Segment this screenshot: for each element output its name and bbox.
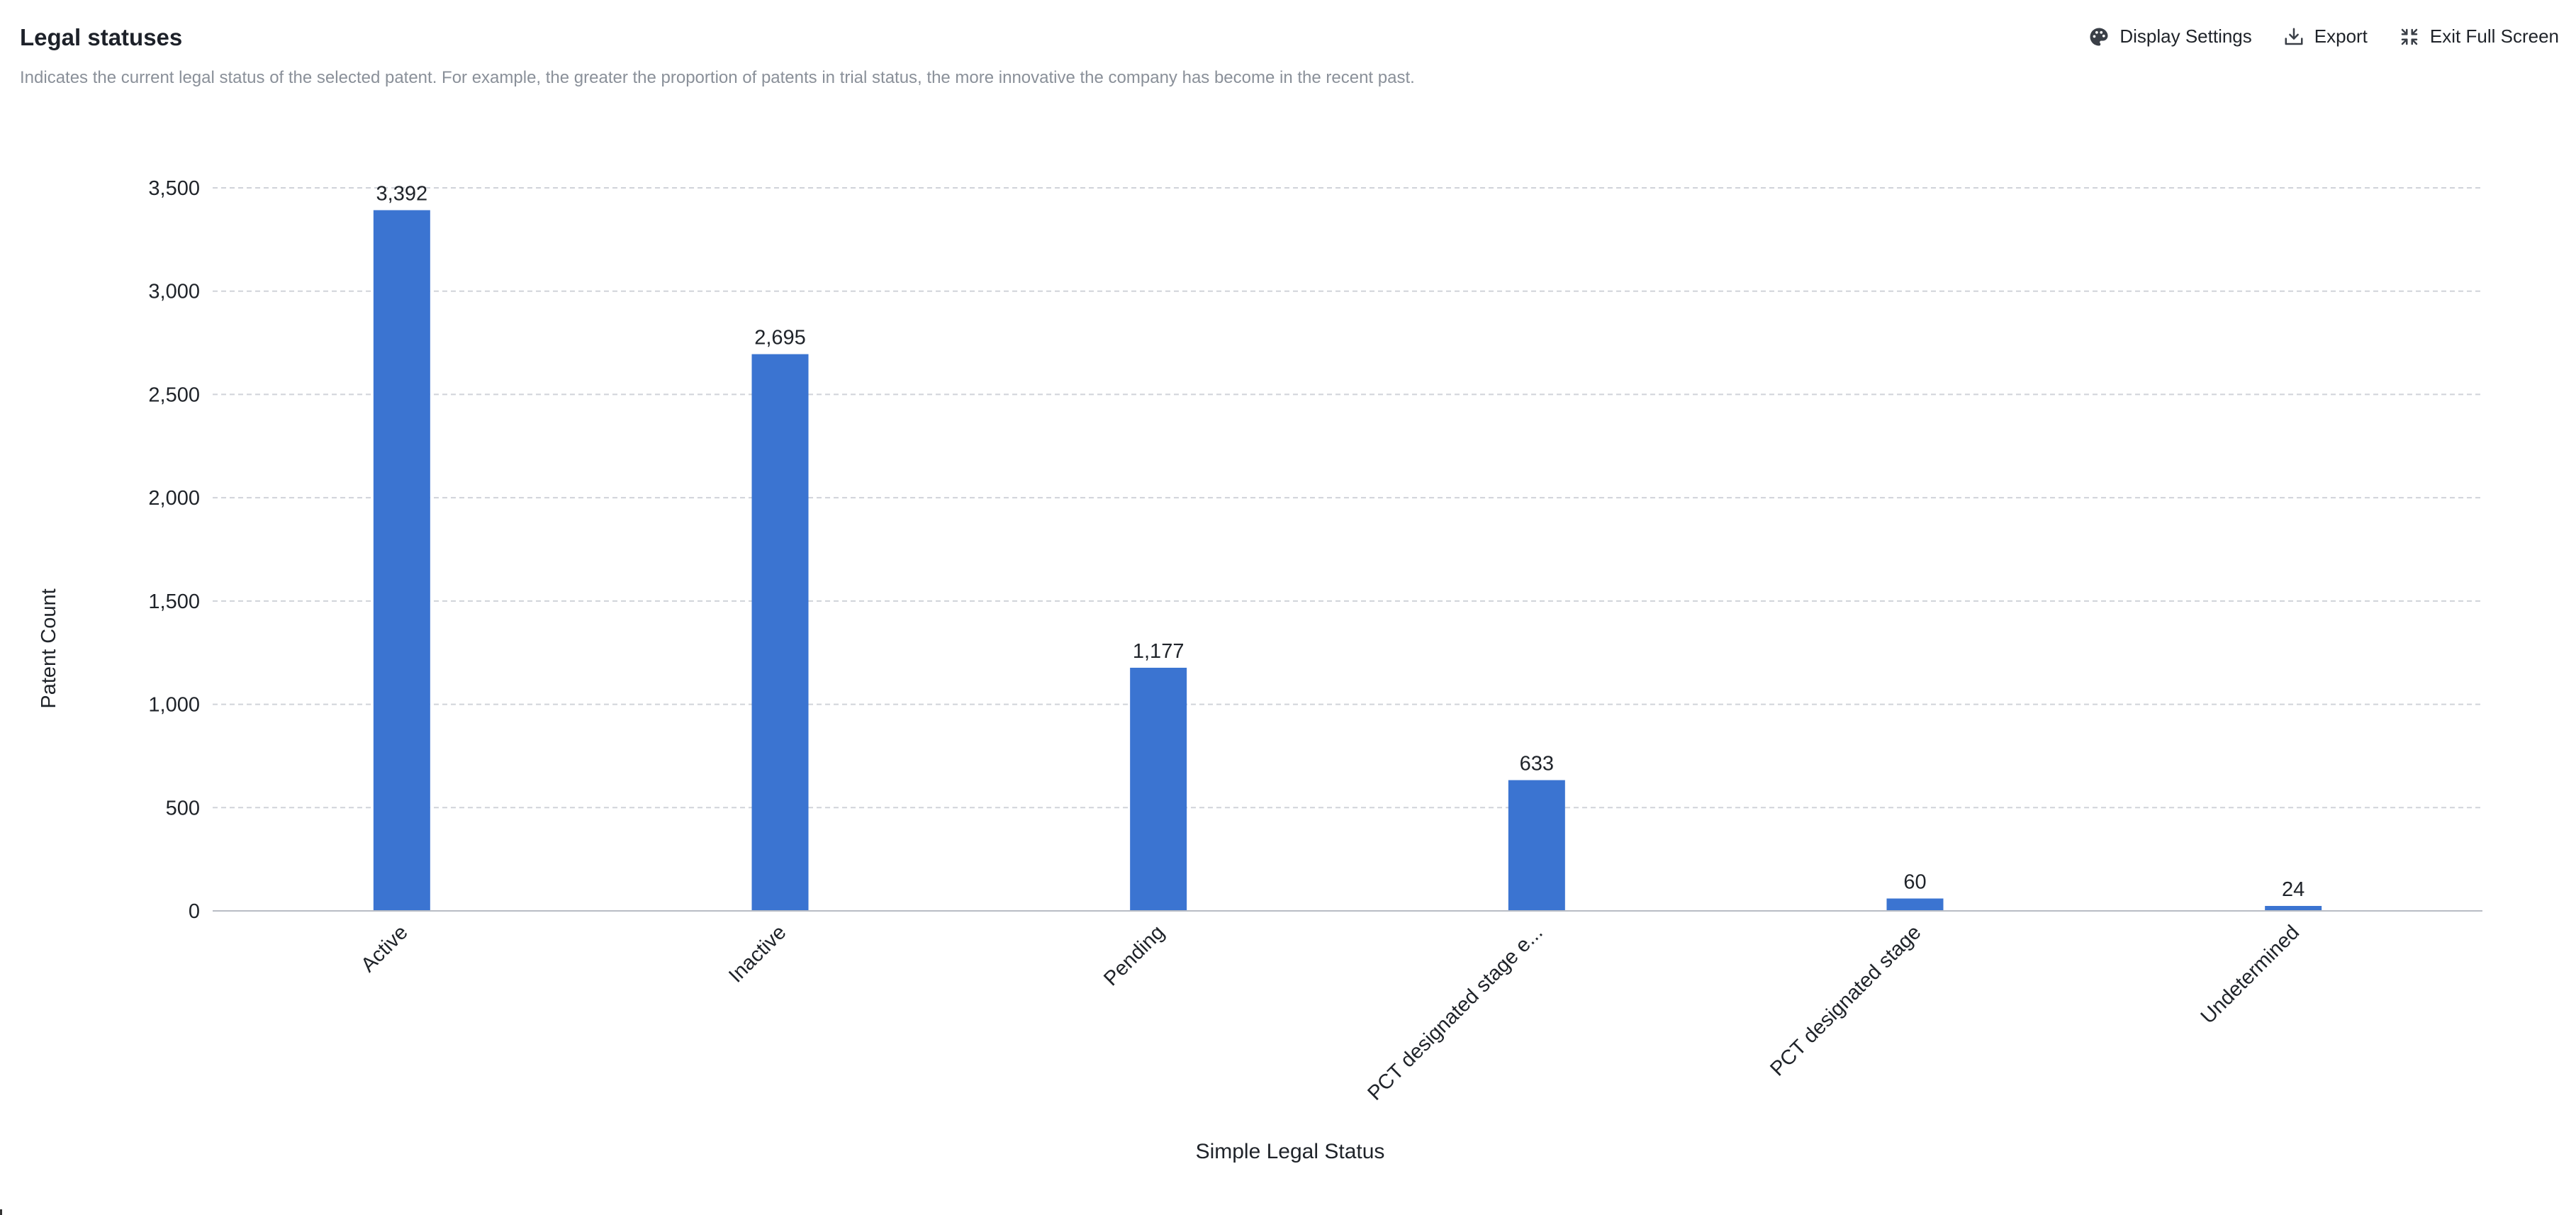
y-tick-label: 2,500	[148, 383, 200, 406]
bar[interactable]	[374, 210, 430, 911]
bar-value-label: 24	[2282, 878, 2305, 901]
bars	[374, 210, 2322, 911]
bar-value-label: 633	[1520, 753, 1554, 776]
x-tick-label: Active	[357, 921, 412, 976]
gridlines	[213, 188, 2482, 807]
y-tick-label: 3,000	[148, 281, 200, 303]
bar-value-label: 3,392	[376, 182, 428, 205]
y-axis-title: Patent Count	[38, 588, 60, 708]
x-tick-label: PCT designated stage	[1766, 921, 1925, 1080]
bar[interactable]	[2265, 906, 2322, 911]
x-tick-label: PCT designated stage e...	[1363, 921, 1547, 1104]
data-labels: 3,392 2,695 1,177 633 60 24	[376, 182, 2305, 901]
y-tick-label: 500	[166, 797, 200, 819]
x-tick-label: Inactive	[724, 921, 790, 987]
y-axis-ticks: 0 500 1,000 1,500 2,000 2,500 3,000 3,500	[148, 177, 200, 923]
y-tick-label: 3,500	[148, 177, 200, 200]
bar-value-label: 60	[1903, 871, 1926, 894]
bar[interactable]	[1887, 899, 1944, 911]
y-tick-label: 1,000	[148, 694, 200, 717]
x-axis-ticks: Active Inactive Pending PCT designated stag…	[357, 921, 2304, 1104]
x-tick-label: Undetermined	[2197, 921, 2304, 1028]
bar-value-label: 2,695	[754, 327, 806, 349]
x-tick-label: Pending	[1099, 921, 1169, 990]
y-tick-label: 1,500	[148, 590, 200, 613]
corner-mark	[0, 1209, 2, 1215]
y-tick-label: 0	[189, 900, 200, 923]
bar-value-label: 1,177	[1133, 640, 1185, 663]
bar[interactable]	[752, 354, 809, 911]
y-tick-label: 2,000	[148, 487, 200, 510]
x-axis-title: Simple Legal Status	[1196, 1140, 1385, 1163]
bar[interactable]	[1130, 668, 1187, 911]
bar[interactable]	[1508, 780, 1565, 911]
